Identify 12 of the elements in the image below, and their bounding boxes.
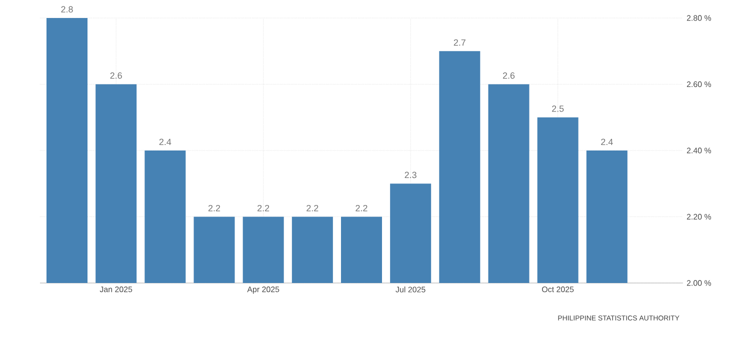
data-label: 2.6	[502, 72, 515, 79]
data-label: 2.6	[110, 72, 122, 79]
data-label: 2.4	[601, 138, 613, 145]
data-label: 2.2	[306, 204, 318, 212]
data-label: 2.4	[159, 138, 172, 145]
data-label: 2.2	[208, 204, 220, 212]
data-label: 2.7	[454, 39, 466, 46]
data-label: 2.3	[404, 172, 416, 178]
data-label: 2.2	[258, 204, 270, 212]
data-label: 2.5	[552, 106, 564, 112]
data-label: 2.2	[356, 204, 368, 212]
data-label: 2.8	[61, 6, 73, 12]
